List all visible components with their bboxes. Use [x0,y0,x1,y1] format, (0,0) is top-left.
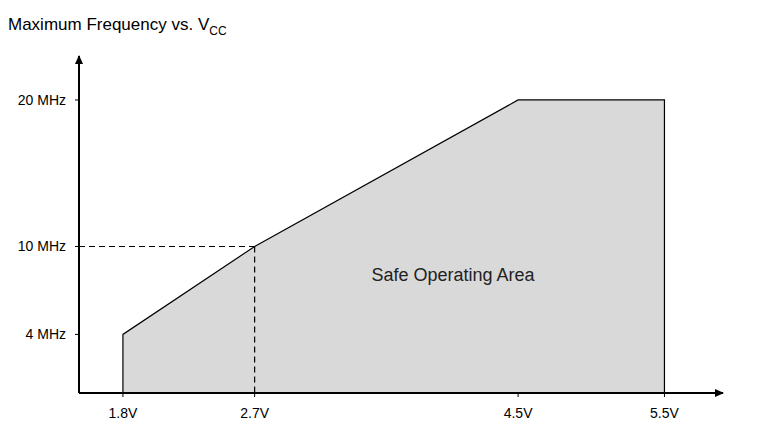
x-tick [518,393,519,397]
y-tick-label: 10 MHz [18,238,66,254]
guide-line [254,246,255,393]
title: Maximum Frequency vs. VCC [8,15,227,38]
x-tick-label: 5.5V [650,405,679,421]
title-main: Maximum Frequency vs. V [8,15,210,34]
annotation: Safe Operating Area [371,265,535,285]
y-tick [75,99,79,100]
title-subscript: CC [209,24,227,38]
x-tick-label: 4.5V [504,405,533,421]
y-tick [75,334,79,335]
y-tick-label: 20 MHz [18,92,66,108]
x-tick-label: 1.8V [109,405,138,421]
x-tick [122,393,123,397]
x-tick-label: 2.7V [240,405,269,421]
y-axis [78,56,80,393]
guide-line [79,246,255,247]
x-axis [79,392,723,394]
x-tick [664,393,665,397]
plot-area [79,100,664,393]
x-tick [254,393,255,397]
y-tick [75,246,79,247]
chart: Maximum Frequency vs. VCC 4 MHz 10 MHz 20 M… [0,0,783,446]
y-tick-label: 4 MHz [26,326,66,342]
